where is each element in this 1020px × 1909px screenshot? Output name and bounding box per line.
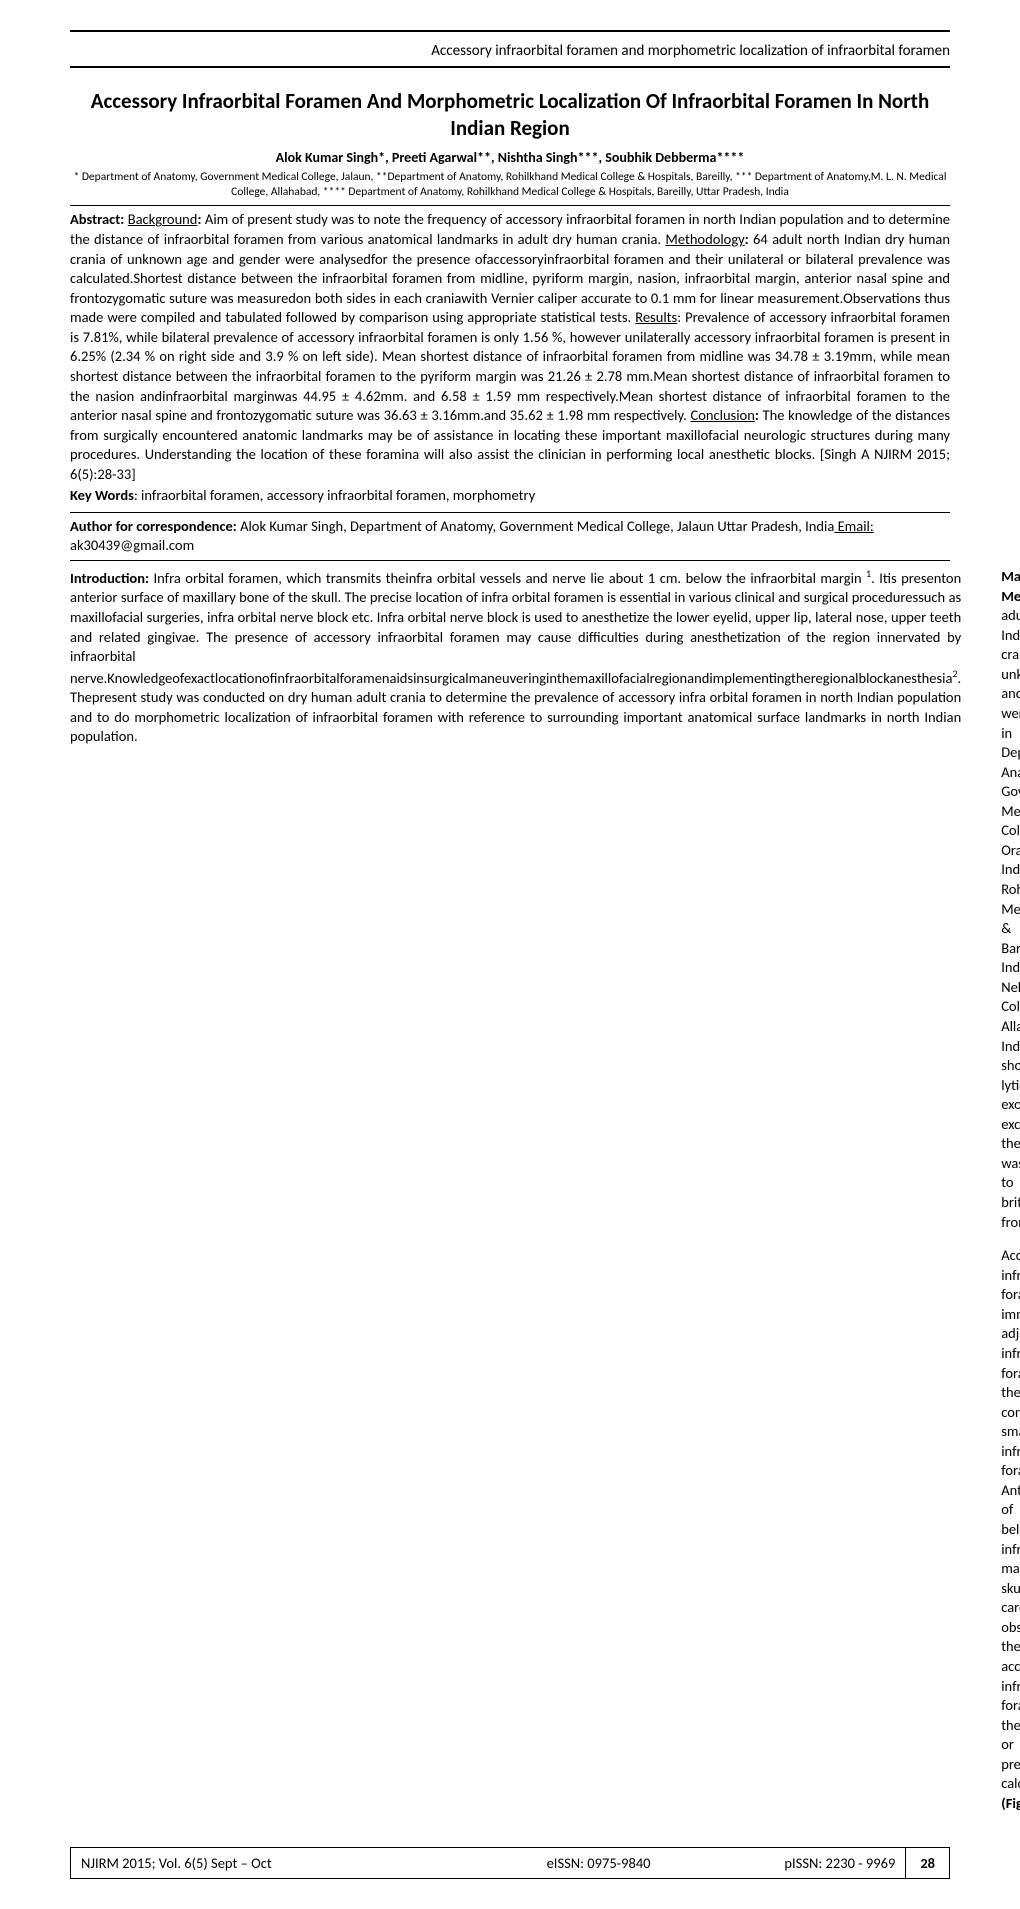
column-right: Material and Methods: 64dry adult north … — [1001, 567, 1020, 1827]
article-title: Accessory Infraorbital Foramen And Morph… — [70, 88, 950, 143]
authors-line: Alok Kumar Singh*, Preeti Agarwal**, Nis… — [70, 149, 950, 166]
footer-right: pISSN: 2230 - 9969 28 — [774, 1848, 949, 1878]
affiliations: * Department of Anatomy, Government Medi… — [70, 170, 950, 200]
methods-text-1: 64dry adult north Indian human crania of… — [1001, 587, 1020, 1231]
footer-pissn: pISSN: 2230 - 9969 — [774, 1848, 905, 1878]
methods-label: Material and Methods: — [1001, 567, 1020, 605]
abstract-section: Abstract: Background: Aim of present stu… — [70, 205, 950, 512]
introduction-label: Introduction: — [70, 569, 149, 587]
methods-para-2: Accessory infraorbital foramina lie imme… — [1001, 1246, 1020, 1813]
conclusion-label: Conclusion — [690, 406, 754, 424]
keywords-text: : infraorbital foramen, accessory infrao… — [134, 486, 535, 504]
top-rule — [70, 30, 950, 32]
running-header: Accessory infraorbital foramen and morph… — [70, 36, 950, 68]
intro-text-1: Infra orbital foramen, which transmits t… — [149, 569, 866, 587]
footer: NJIRM 2015; Vol. 6(5) Sept – Oct eISSN: … — [70, 1847, 950, 1879]
footer-journal: NJIRM 2015; Vol. 6(5) Sept – Oct — [71, 1848, 423, 1878]
introduction-para: Introduction: Infra orbital foramen, whi… — [70, 567, 961, 747]
footer-eissn: eISSN: 0975-9840 — [423, 1848, 775, 1878]
email-label: Email: — [834, 517, 873, 535]
fig-ref: (Fig.1) — [1001, 1794, 1020, 1812]
background-label: Background — [128, 210, 198, 228]
correspondence-section: Author for correspondence: Alok Kumar Si… — [70, 513, 950, 561]
methods-para-1: Material and Methods: 64dry adult north … — [1001, 567, 1020, 1232]
keywords-line: Key Words: infraorbital foramen, accesso… — [70, 484, 950, 508]
abstract-label: Abstract: — [70, 210, 124, 228]
keywords-label: Key Words — [70, 486, 134, 504]
column-left: Introduction: Infra orbital foramen, whi… — [70, 567, 961, 1827]
body-columns: Introduction: Infra orbital foramen, whi… — [70, 567, 950, 1827]
email-value: ak30439@gmail.com — [70, 536, 194, 554]
results-label: Results — [635, 308, 677, 326]
methods-text-2: Accessory infraorbital foramina lie imme… — [1001, 1246, 1020, 1792]
methodology-label: Methodology — [665, 230, 744, 248]
footer-page-number: 28 — [905, 1848, 949, 1878]
correspondence-label: Author for correspondence: — [70, 517, 237, 535]
correspondence-text: Alok Kumar Singh, Department of Anatomy,… — [237, 517, 835, 535]
